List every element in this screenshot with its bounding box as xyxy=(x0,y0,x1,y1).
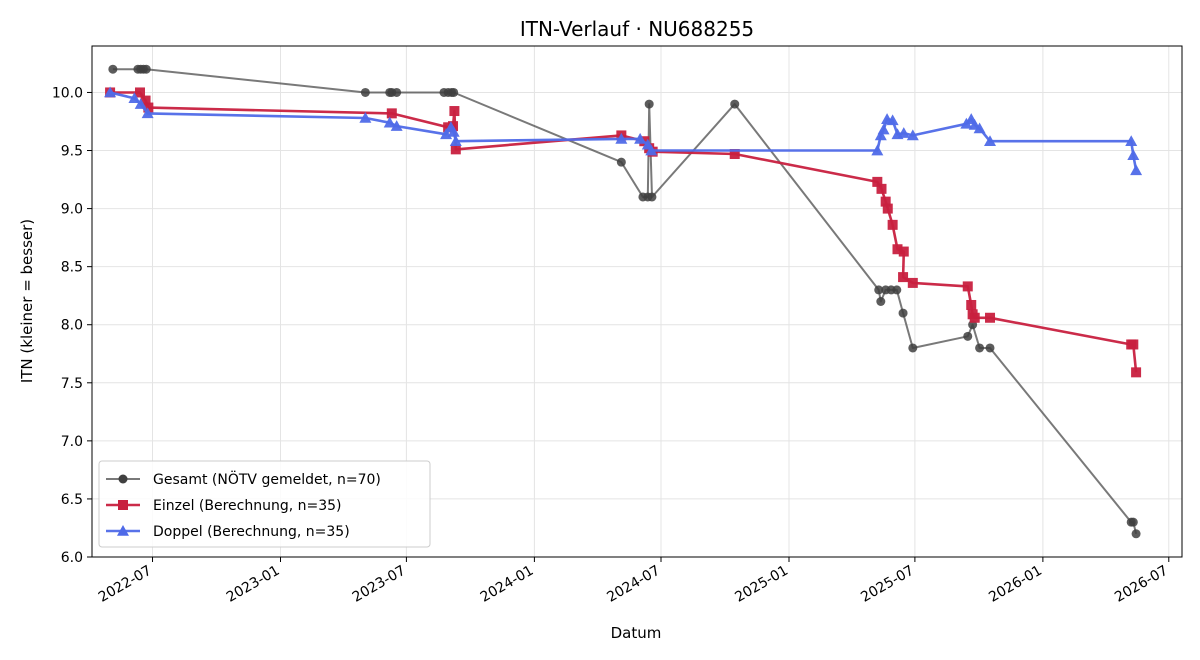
data-point xyxy=(141,107,154,119)
data-point xyxy=(969,312,980,323)
data-point xyxy=(729,149,740,160)
y-tick-label: 8.0 xyxy=(61,318,83,334)
data-point xyxy=(985,343,995,353)
data-point xyxy=(449,87,459,97)
data-point xyxy=(1125,135,1138,147)
data-point xyxy=(908,343,918,353)
series-0 xyxy=(108,64,1141,539)
data-point xyxy=(892,244,903,255)
legend-label: Einzel (Berechnung, n=35) xyxy=(153,498,342,514)
legend-label: Gesamt (NÖTV gemeldet, n=70) xyxy=(153,470,381,488)
data-point xyxy=(966,299,977,310)
data-point xyxy=(906,129,919,141)
legend-marker xyxy=(118,474,128,484)
y-tick-label: 7.5 xyxy=(61,376,83,392)
y-axis-label: ITN (kleiner = besser) xyxy=(18,219,36,383)
data-point xyxy=(360,87,370,97)
data-point xyxy=(140,95,151,106)
data-point xyxy=(104,86,117,98)
legend-marker xyxy=(118,500,128,510)
plot-frame xyxy=(91,45,1183,558)
data-point xyxy=(897,127,910,138)
x-axis-label: Datum xyxy=(611,624,662,642)
data-point xyxy=(1128,339,1139,350)
data-point xyxy=(449,106,460,117)
data-point xyxy=(892,285,902,295)
data-point xyxy=(963,331,973,341)
data-point xyxy=(1128,517,1138,527)
data-point xyxy=(645,144,658,156)
data-point xyxy=(359,112,372,123)
data-point xyxy=(886,114,899,126)
data-point xyxy=(392,87,402,97)
data-point xyxy=(450,144,461,155)
data-point xyxy=(985,312,996,323)
data-point xyxy=(390,120,403,131)
data-point xyxy=(1127,149,1140,160)
data-point xyxy=(647,192,657,202)
data-point xyxy=(874,129,887,141)
data-point xyxy=(877,123,890,135)
data-point xyxy=(141,64,151,74)
data-point xyxy=(386,108,397,119)
data-point xyxy=(143,102,154,113)
data-point xyxy=(907,277,918,288)
y-tick-label: 10.0 xyxy=(52,85,83,101)
data-point xyxy=(134,87,145,98)
data-point xyxy=(634,132,647,144)
data-point xyxy=(880,196,891,207)
data-point xyxy=(898,272,909,283)
y-tick-label: 9.5 xyxy=(61,144,83,160)
data-point xyxy=(887,219,898,230)
data-point xyxy=(128,92,141,104)
data-point xyxy=(898,246,909,257)
y-tick-label: 8.5 xyxy=(61,260,83,276)
data-point xyxy=(871,144,884,156)
data-point xyxy=(876,183,887,194)
data-point xyxy=(1131,367,1142,378)
data-point xyxy=(962,281,973,292)
data-point xyxy=(984,135,997,147)
data-point xyxy=(730,99,740,109)
y-tick-label: 6.5 xyxy=(61,492,83,508)
y-tick-label: 7.0 xyxy=(61,434,83,450)
grid xyxy=(92,46,1182,558)
data-point xyxy=(615,132,628,144)
data-point xyxy=(108,64,118,74)
y-tick-label: 9.0 xyxy=(61,202,83,218)
legend: Gesamt (NÖTV gemeldet, n=70) Einzel (Bere… xyxy=(98,460,431,548)
data-point xyxy=(1130,164,1143,176)
data-point xyxy=(973,122,986,134)
legend-box xyxy=(98,460,431,548)
data-point xyxy=(449,135,462,147)
legend-label: Doppel (Berechnung, n=35) xyxy=(153,524,350,540)
data-point xyxy=(383,116,396,128)
legend-marker xyxy=(117,525,129,536)
data-point xyxy=(447,125,460,137)
chart-title: ITN-Verlauf · NU688255 xyxy=(520,17,754,41)
data-point xyxy=(1131,529,1141,539)
data-point xyxy=(134,98,147,109)
data-point xyxy=(874,285,884,295)
data-point xyxy=(975,343,985,353)
y-tick-label: 6.0 xyxy=(61,550,83,566)
data-point xyxy=(616,157,626,167)
series-layer xyxy=(104,64,1143,539)
data-point xyxy=(898,308,908,318)
data-point xyxy=(872,176,883,187)
y-axis: 6.0 6.5 7.0 7.5 8.0 8.5 9.0 9.5 10.0 xyxy=(52,85,92,566)
data-point xyxy=(882,203,893,214)
data-point xyxy=(876,297,886,306)
data-point xyxy=(644,99,654,109)
series-2 xyxy=(104,86,1143,176)
